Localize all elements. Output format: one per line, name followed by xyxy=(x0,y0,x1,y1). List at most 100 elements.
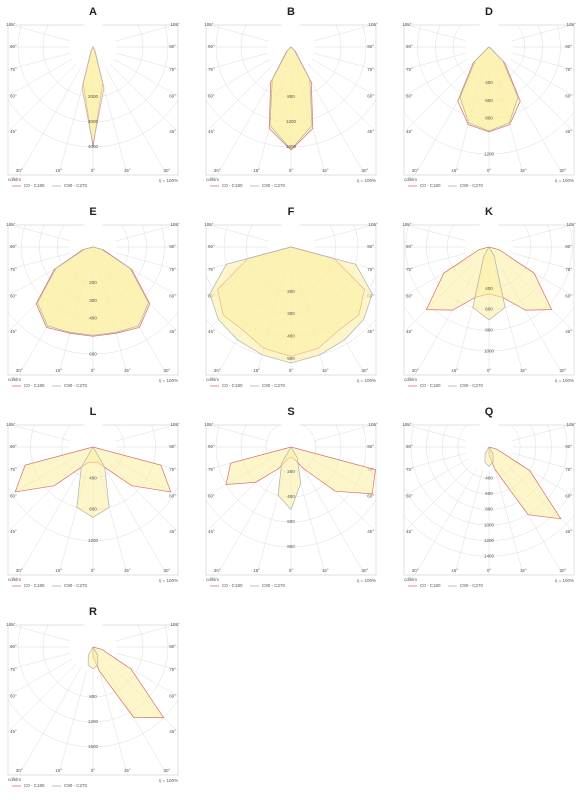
angle-label: 105° xyxy=(402,22,412,27)
angle-label: 75° xyxy=(208,67,215,72)
angle-label: 15° xyxy=(253,568,260,573)
unit-label: cd/klm xyxy=(206,177,219,182)
r-tick-label: 2000 xyxy=(88,94,99,99)
angle-label: 90° xyxy=(208,244,215,249)
angle-label: 45° xyxy=(406,329,413,334)
angle-label: 90° xyxy=(10,444,17,449)
r-tick-label: 600 xyxy=(485,491,493,496)
angle-label: 90° xyxy=(367,444,374,449)
angle-label: 15° xyxy=(253,168,260,173)
angle-label: 30° xyxy=(16,568,23,573)
angle-label: 45° xyxy=(208,329,215,334)
angle-label: 105° xyxy=(566,422,576,427)
angle-label: 0° xyxy=(487,368,492,373)
angle-label: 60° xyxy=(367,93,374,98)
r-tick-label: 600 xyxy=(89,351,97,356)
angle-label: 75° xyxy=(169,67,176,72)
r-tick-label: 200 xyxy=(287,469,295,474)
grid-ring xyxy=(404,111,574,155)
angle-label: 15° xyxy=(451,368,458,373)
angle-label: 75° xyxy=(169,667,176,672)
angle-label: 45° xyxy=(367,329,374,334)
angle-label: 15° xyxy=(520,168,527,173)
angle-label: 45° xyxy=(208,129,215,134)
efficiency-label: η = 100% xyxy=(555,578,574,583)
r-tick-label: 400 xyxy=(485,475,493,480)
angle-label: 45° xyxy=(10,129,17,134)
angle-label: 15° xyxy=(520,568,527,573)
r-tick-label: 600 xyxy=(485,98,493,103)
angle-label: 90° xyxy=(208,444,215,449)
grid-ring xyxy=(457,425,521,479)
angle-label: 60° xyxy=(10,493,17,498)
angle-label: 45° xyxy=(406,129,413,134)
r-tick-label: 800 xyxy=(287,94,295,99)
r-tick-label: 1600 xyxy=(88,744,99,749)
angle-label: 60° xyxy=(406,493,413,498)
angle-label: 0° xyxy=(91,368,96,373)
intensity-curve xyxy=(81,46,105,145)
angle-label: 105° xyxy=(368,422,378,427)
angle-label: 0° xyxy=(289,368,294,373)
angle-label: 30° xyxy=(361,168,368,173)
grid-ring xyxy=(441,425,537,495)
ray-line xyxy=(92,46,168,175)
angle-label: 30° xyxy=(412,168,419,173)
polar-chart: L 105° 90° 75° 60° 45° 30° 15° 0° 15° 30° 45° 60° 75°… xyxy=(6,406,180,588)
angle-label: 90° xyxy=(367,244,374,249)
legend-label: C90 - C270 xyxy=(262,583,286,588)
angle-label: 90° xyxy=(367,44,374,49)
angle-label: 0° xyxy=(91,168,96,173)
angle-label: 30° xyxy=(163,768,170,773)
intensity-curve xyxy=(277,446,302,511)
angle-label: 75° xyxy=(10,467,17,472)
grid-ring xyxy=(405,225,573,331)
unit-label: cd/klm xyxy=(8,177,21,182)
angle-label: 45° xyxy=(169,329,176,334)
polar-chart: D 105° 90° 75° 60° 45° 30° 15° 0° 15° 30° 45° 60° 75°… xyxy=(402,6,576,188)
intensity-curve xyxy=(87,646,99,670)
chart-title: A xyxy=(89,6,97,18)
chart-title: B xyxy=(287,6,295,18)
grid-ring xyxy=(404,515,574,557)
angle-label: 45° xyxy=(565,529,572,534)
angle-label: 90° xyxy=(406,44,413,49)
r-tick-label: 3000 xyxy=(88,119,99,124)
angle-label: 30° xyxy=(214,568,221,573)
chart-title: L xyxy=(90,406,97,418)
angle-label: 60° xyxy=(565,493,572,498)
intensity-curve xyxy=(472,246,506,321)
angle-label: 60° xyxy=(169,93,176,98)
unit-label: cd/klm xyxy=(206,377,219,382)
angle-label: 90° xyxy=(169,444,176,449)
unit-label: cd/klm xyxy=(8,377,21,382)
angle-label: 60° xyxy=(367,493,374,498)
grid-ring xyxy=(8,311,178,355)
angle-label: 60° xyxy=(169,693,176,698)
legend-label: C90 - C270 xyxy=(64,783,88,788)
angle-label: 60° xyxy=(208,493,215,498)
efficiency-label: η = 100% xyxy=(555,178,574,183)
angle-label: 15° xyxy=(322,568,329,573)
angle-label: 105° xyxy=(6,222,16,227)
r-tick-label: 1000 xyxy=(484,522,495,527)
angle-label: 30° xyxy=(163,568,170,573)
unit-label: cd/klm xyxy=(404,177,417,182)
r-tick-label: 4000 xyxy=(88,144,99,149)
angle-label: 90° xyxy=(208,44,215,49)
r-tick-label: 1200 xyxy=(88,538,99,543)
r-tick-label: 500 xyxy=(287,356,295,361)
r-tick-label: 1400 xyxy=(484,554,495,559)
angle-label: 45° xyxy=(565,129,572,134)
angle-label: 15° xyxy=(55,368,62,373)
angle-label: 15° xyxy=(451,168,458,173)
legend-label: C90 - C270 xyxy=(460,383,484,388)
angle-label: 105° xyxy=(170,622,180,627)
angle-label: 45° xyxy=(169,129,176,134)
legend-label: C90 - C270 xyxy=(460,583,484,588)
angle-label: 75° xyxy=(169,267,176,272)
angle-label: 45° xyxy=(169,529,176,534)
angle-label: 105° xyxy=(170,422,180,427)
angle-label: 0° xyxy=(289,568,294,573)
